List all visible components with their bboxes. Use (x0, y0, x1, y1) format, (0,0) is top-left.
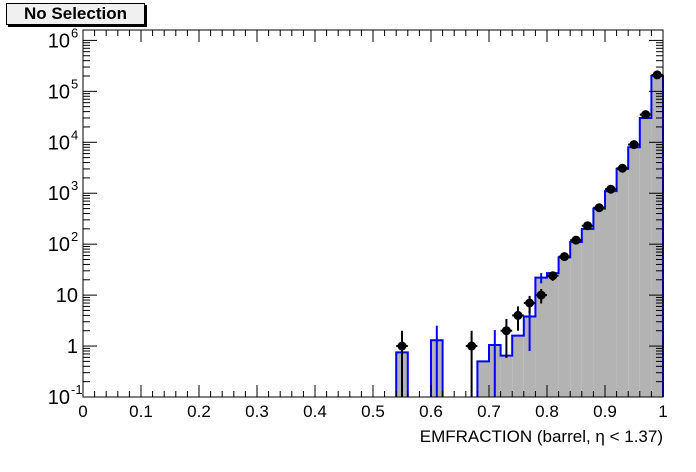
mc-bin-fill (616, 168, 629, 397)
x-tick-label: 1 (658, 402, 667, 421)
data-point (548, 271, 558, 281)
y-tick-exponent: 4 (71, 127, 78, 142)
mc-bin-fill (558, 257, 571, 397)
y-tick-exponent: -1 (71, 382, 83, 397)
mc-bin-fill (651, 76, 663, 398)
data-point (467, 341, 477, 351)
x-tick-label: 0.3 (245, 402, 269, 421)
mc-bin-fill (547, 273, 559, 397)
data-point (501, 326, 511, 336)
data-point (525, 298, 535, 308)
y-tick-exponent: 3 (71, 178, 78, 193)
x-tick-label: 0.1 (129, 402, 153, 421)
data-point (583, 221, 593, 231)
y-tick-exponent: 5 (71, 76, 78, 91)
x-tick-label: 0.7 (477, 402, 501, 421)
x-tick-label: 0.4 (303, 402, 327, 421)
mc-bin-fill (570, 242, 582, 397)
y-tick-label: 10 (48, 30, 70, 52)
y-tick-label: 10 (48, 387, 70, 409)
mc-bin-fill (628, 147, 640, 397)
data-point (594, 203, 604, 213)
x-tick-label: 0.6 (419, 402, 443, 421)
mc-bin-fill (512, 335, 524, 397)
y-tick-exponent: 2 (71, 229, 78, 244)
data-point (397, 341, 407, 351)
y-tick-label: 10 (56, 285, 78, 307)
y-tick-label: 10 (48, 234, 70, 256)
mc-bin-fill (605, 191, 617, 397)
data-point (606, 184, 616, 194)
data-point (513, 310, 523, 320)
data-point (559, 252, 569, 262)
y-tick-exponent: 6 (71, 25, 78, 40)
data-point (617, 163, 627, 173)
data-point (629, 140, 639, 150)
mc-bin-fill (535, 277, 547, 397)
x-tick-label: 0.5 (361, 402, 385, 421)
mc-bin-fill (500, 355, 513, 397)
data-point (571, 235, 581, 245)
x-tick-label: 0.2 (187, 402, 211, 421)
y-tick-label: 10 (48, 183, 70, 205)
mc-bin-fill (477, 361, 489, 397)
x-tick-label: 0 (78, 402, 87, 421)
y-tick-label: 10 (48, 81, 70, 103)
x-axis-label: EMFRACTION (barrel, η < 1.37) (420, 427, 663, 446)
mc-bin-fill (523, 316, 536, 397)
x-tick-label: 0.9 (593, 402, 617, 421)
data-point (652, 70, 662, 80)
mc-bin-fill (593, 208, 605, 397)
y-tick-label: 10 (48, 132, 70, 154)
x-tick-label: 0.8 (535, 402, 559, 421)
y-tick-label: 1 (67, 336, 78, 358)
chart-title: No Selection (6, 3, 145, 25)
mc-bin-fill (581, 228, 594, 397)
mc-bin-fill (639, 117, 652, 397)
data-point (536, 290, 546, 300)
data-point (641, 110, 651, 120)
